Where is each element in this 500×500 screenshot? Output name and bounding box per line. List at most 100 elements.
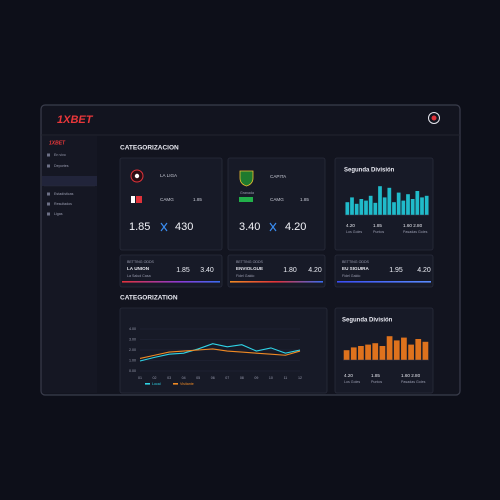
odds-tag: BETTING ODDS — [236, 260, 264, 264]
sidebar-logo: 1XBET — [49, 140, 66, 146]
bar — [410, 199, 415, 215]
bar — [396, 192, 401, 215]
x-tick-label: 11 — [284, 376, 288, 380]
bar — [392, 202, 396, 215]
match-card[interactable] — [119, 157, 223, 251]
odds-tag: BETTING ODDS — [127, 260, 155, 264]
legend-label: Visitante — [180, 382, 194, 386]
stat-value: 4.20 — [344, 373, 353, 378]
bar — [415, 339, 422, 360]
team: ENVIOLGUE — [236, 266, 263, 271]
x-tick-label: 06 — [211, 376, 215, 380]
chart-title: Segunda División — [344, 168, 395, 174]
league: CAPITA — [270, 174, 287, 179]
team-sub: Fidel Galdo — [342, 274, 360, 278]
team: EU SIGUIRA — [342, 266, 369, 271]
bar — [379, 346, 386, 360]
odds-bar — [122, 281, 220, 283]
odds[interactable]: 430 — [175, 221, 193, 233]
market-badge — [239, 197, 253, 202]
odds[interactable]: 3.40 — [239, 221, 260, 233]
bar — [393, 340, 400, 360]
bar — [345, 202, 350, 215]
y-tick-label: 2.00 — [129, 348, 136, 352]
line-series — [139, 343, 301, 362]
menu-item[interactable]: En vivo — [54, 153, 66, 157]
bar — [359, 199, 364, 215]
odds[interactable]: 1.80 — [283, 267, 297, 274]
menu-icon — [47, 153, 50, 157]
odds[interactable]: 3.40 — [200, 267, 214, 274]
legend-swatch — [173, 383, 178, 385]
logo[interactable]: 1XBET — [57, 114, 94, 126]
bar — [415, 191, 420, 215]
market-odds: 1.85 — [300, 197, 309, 202]
bar — [378, 186, 382, 215]
odds-card[interactable] — [119, 254, 223, 288]
menu-icon — [47, 212, 50, 216]
team-logo — [239, 170, 254, 187]
team-sub: Fidel Galdo — [236, 274, 254, 278]
bar — [406, 194, 410, 215]
menu-item[interactable]: Ligas — [54, 212, 63, 216]
stat-label: Pasadas Goles — [403, 230, 428, 234]
stat-label: Pasadas Goles — [401, 380, 426, 384]
market-icon — [131, 196, 135, 203]
profile-icon[interactable] — [428, 112, 440, 124]
stat-value: 1.60 2.80 — [403, 223, 423, 228]
odds[interactable]: 1.95 — [389, 267, 403, 274]
odds[interactable]: 1.85 — [129, 221, 150, 233]
section-title: CATEGORIZACION — [120, 145, 179, 152]
stat-label: Los Goles — [344, 380, 360, 384]
menu-icon — [47, 192, 50, 196]
bar — [354, 203, 359, 215]
bar — [386, 336, 393, 360]
odds[interactable]: 1.85 — [176, 267, 190, 274]
x-tick-label: 10 — [269, 376, 273, 380]
odds[interactable]: 4.20 — [285, 221, 306, 233]
menu-icon — [47, 202, 50, 206]
x-tick-label: 03 — [167, 376, 171, 380]
odds-bar — [337, 281, 431, 283]
stat-label: Puntos — [373, 230, 384, 234]
bar — [401, 337, 407, 360]
bar — [358, 346, 364, 360]
x-tick-label: 08 — [240, 376, 244, 380]
stat-value: 1.85 — [373, 223, 382, 228]
odds-card[interactable] — [227, 254, 326, 288]
odds[interactable]: 4.20 — [308, 267, 322, 274]
odds-bar — [230, 281, 323, 283]
odds-tag: BETTING ODDS — [342, 260, 370, 264]
x-tick-label: 01 — [138, 376, 142, 380]
bar — [368, 195, 373, 215]
bar — [408, 344, 414, 360]
stat-value: 4.20 — [346, 223, 355, 228]
bar — [420, 197, 424, 215]
y-tick-label: 4.00 — [129, 327, 136, 331]
stat-label: Puntos — [371, 380, 382, 384]
bar — [365, 344, 371, 360]
y-tick-label: 0.00 — [129, 369, 136, 373]
line-series — [139, 348, 301, 359]
bar — [401, 200, 406, 215]
bar — [372, 343, 379, 360]
menu-icon — [47, 164, 50, 168]
menu-item[interactable]: Deportes — [54, 164, 69, 168]
odds-card[interactable] — [334, 254, 434, 288]
x-tick-label: 12 — [298, 376, 302, 380]
market: CAMG — [270, 197, 284, 202]
stat-value: 1.85 — [371, 373, 380, 378]
league: LA LIGA — [160, 173, 178, 178]
bar — [387, 187, 392, 215]
vs-icon — [269, 222, 277, 232]
legend-label: Local — [152, 382, 161, 386]
menu-item[interactable]: Resultados — [54, 202, 72, 206]
stat-value: 1.60 2.80 — [401, 373, 421, 378]
bar — [350, 347, 357, 360]
menu-item[interactable]: Estadísticas — [54, 192, 74, 196]
x-tick-label: 09 — [254, 376, 258, 380]
team: Granada — [240, 191, 254, 195]
odds[interactable]: 4.20 — [417, 267, 431, 274]
